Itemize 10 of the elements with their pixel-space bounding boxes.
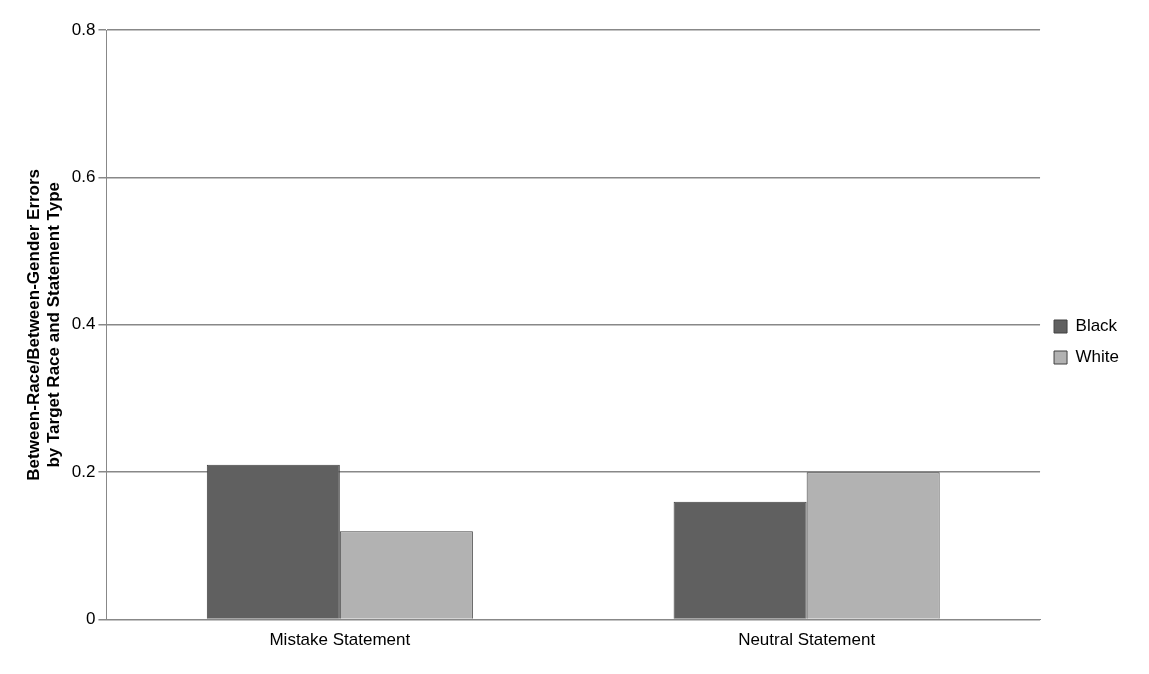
legend-label: White — [1075, 347, 1120, 367]
x-tick-label: Mistake Statement — [269, 630, 411, 650]
y-tick-label: 0.6 — [71, 167, 96, 187]
y-tick-label: 0 — [85, 609, 96, 629]
x-tick-label: Neutral Statement — [738, 630, 876, 650]
y-tick-label: 0.4 — [71, 314, 96, 334]
y-tick-label: 0.8 — [71, 19, 96, 39]
legend-label: Black — [1075, 316, 1118, 336]
y-tick-label: 0.2 — [71, 461, 96, 481]
y-axis-title: Between-Race/Between-Gender Errors by Target Race and Statement Type — [23, 168, 64, 481]
